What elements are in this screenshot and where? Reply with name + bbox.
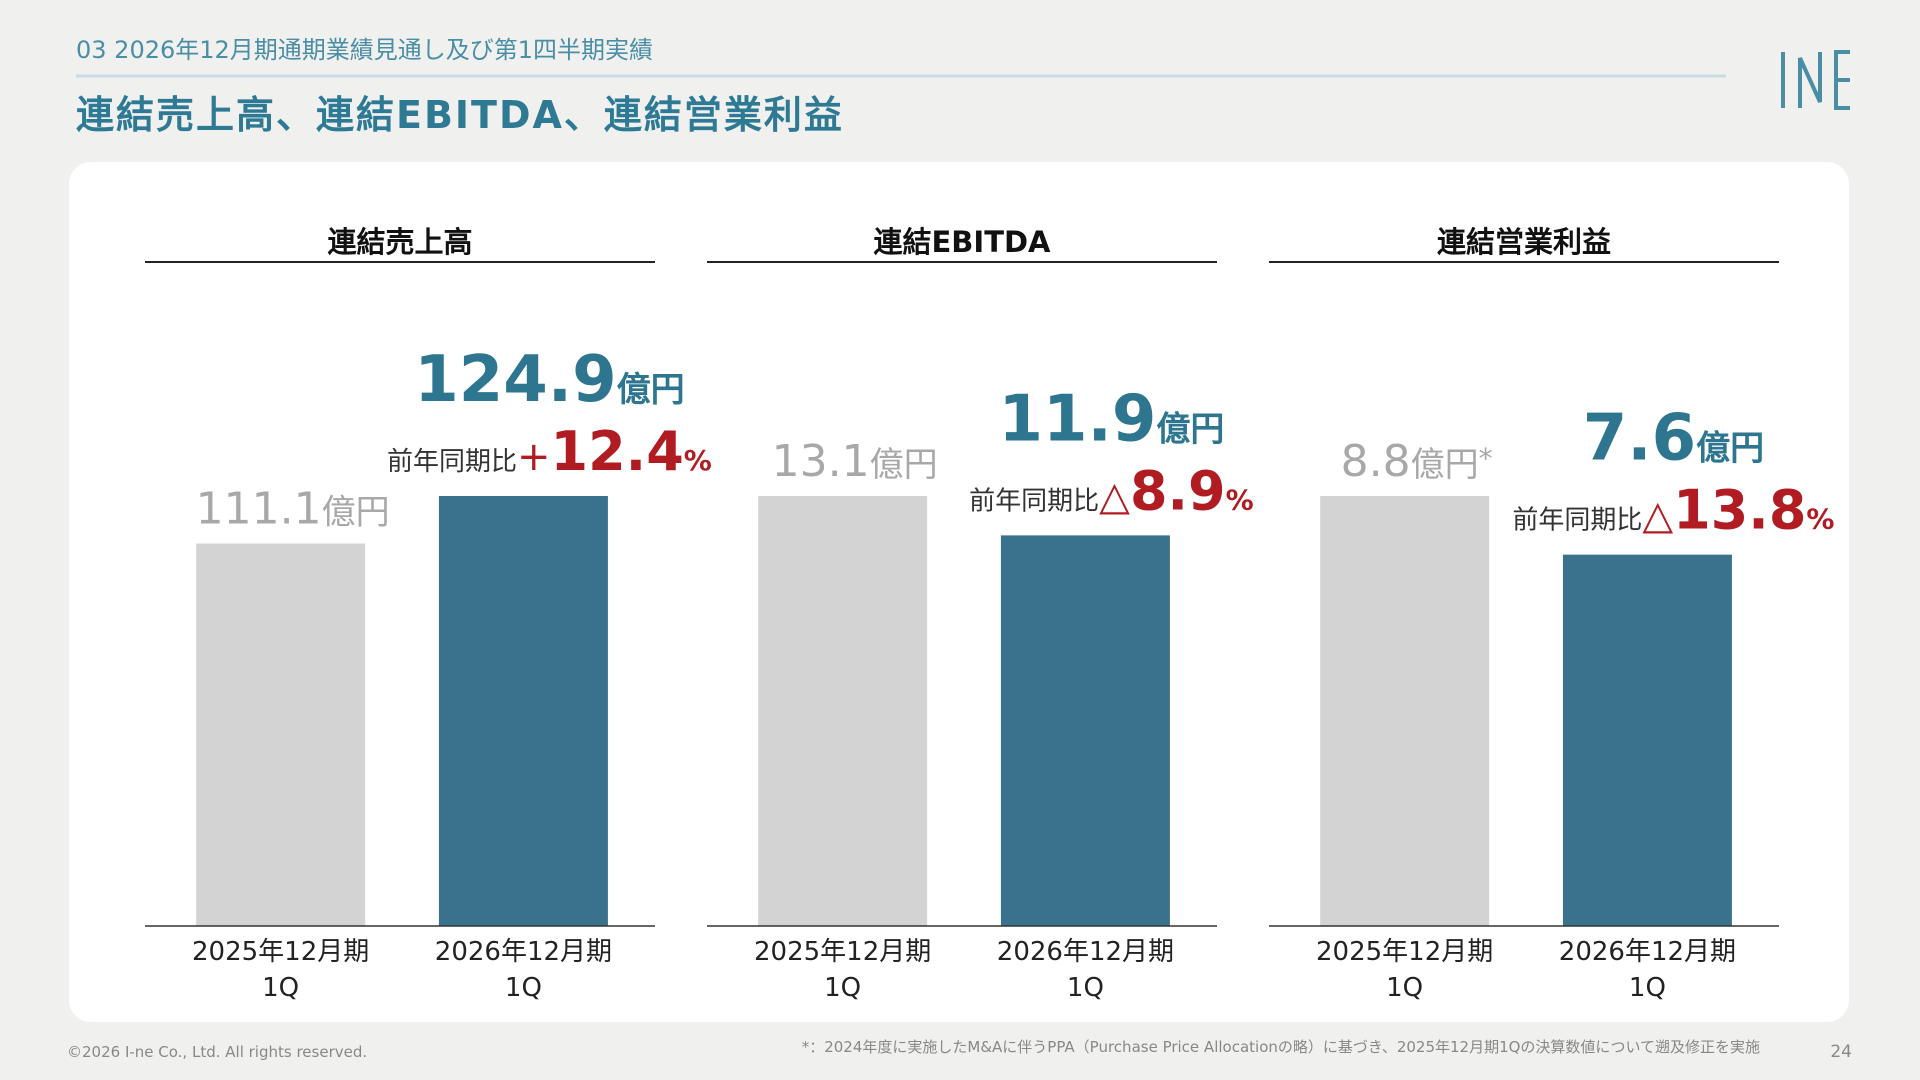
bar [196,543,366,926]
page-number: 24 [1830,1042,1852,1062]
x-tick-label: 1Q [262,973,299,1003]
bar [1562,554,1732,926]
change-caption: 前年同期比 [969,486,1099,516]
value-label: 13.1億円 [772,436,938,487]
x-tick-label: 2025年12月期 [1316,937,1493,967]
value-unit: 億円 [1696,429,1764,469]
x-tick-label: 2025年12月期 [192,937,369,967]
x-tick-label: 2025年12月期 [754,937,931,967]
change-value: 12.4 [551,420,684,483]
bar [1320,496,1490,926]
slide-title: 連結売上高、連結EBITDA、連結営業利益 [76,93,844,137]
change-caption: 前年同期比 [387,447,517,477]
value-number: 111.1 [196,484,322,535]
value-unit: 億円 [617,370,685,410]
bar [1000,535,1170,926]
value-unit: 億円 [1156,409,1224,449]
chart-title: 連結営業利益 [1437,225,1611,259]
change-unit: % [684,444,712,477]
logo [1781,50,1850,110]
change-label: 前年同期比+12.4% [387,420,712,483]
bar [758,496,928,926]
x-tick-label: 1Q [505,973,542,1003]
value-number: 124.9 [414,343,616,417]
value-unit: 億円 [1411,445,1479,485]
change-unit: % [1226,483,1254,516]
change-label: 前年同期比△8.9% [969,459,1254,522]
value-number: 8.8 [1341,436,1411,487]
x-tick-label: 1Q [1067,973,1104,1003]
copyright: ©2026 I-ne Co., Ltd. All rights reserved… [67,1043,367,1061]
change-sign: △ [1099,473,1130,519]
value-label: 11.9億円 [998,382,1224,456]
change-label: 前年同期比△13.8% [1512,479,1834,542]
x-tick-label: 1Q [1386,973,1423,1003]
footnote: *：2024年度に実施したM&Aに伴うPPA（Purchase Price Al… [802,1038,1760,1056]
change-caption: 前年同期比 [1512,506,1642,536]
change-value: 13.8 [1673,479,1806,542]
x-tick-label: 2026年12月期 [1559,937,1736,967]
x-tick-label: 1Q [1629,973,1666,1003]
value-note: * [1479,442,1493,475]
value-label: 111.1億円 [196,484,390,535]
value-number: 7.6 [1583,402,1696,476]
x-tick-label: 1Q [824,973,861,1003]
change-sign: + [517,434,551,480]
value-label: 124.9億円 [414,343,684,417]
value-number: 11.9 [998,382,1156,456]
x-tick-label: 2026年12月期 [435,937,612,967]
bar [438,496,608,926]
value-unit: 億円 [870,445,938,485]
value-label: 7.6億円 [1583,402,1764,476]
change-unit: % [1806,503,1834,536]
change-sign: △ [1642,493,1673,539]
chart-title: 連結売上高 [327,225,472,259]
value-label: 8.8億円* [1341,436,1493,487]
section-label: 03 2026年12月期通期業績見通し及び第1四半期実績 [76,36,653,64]
value-unit: 億円 [322,493,390,533]
chart-title: 連結EBITDA [873,225,1051,259]
value-number: 13.1 [772,436,870,487]
x-tick-label: 2026年12月期 [997,937,1174,967]
change-value: 8.9 [1130,459,1226,522]
